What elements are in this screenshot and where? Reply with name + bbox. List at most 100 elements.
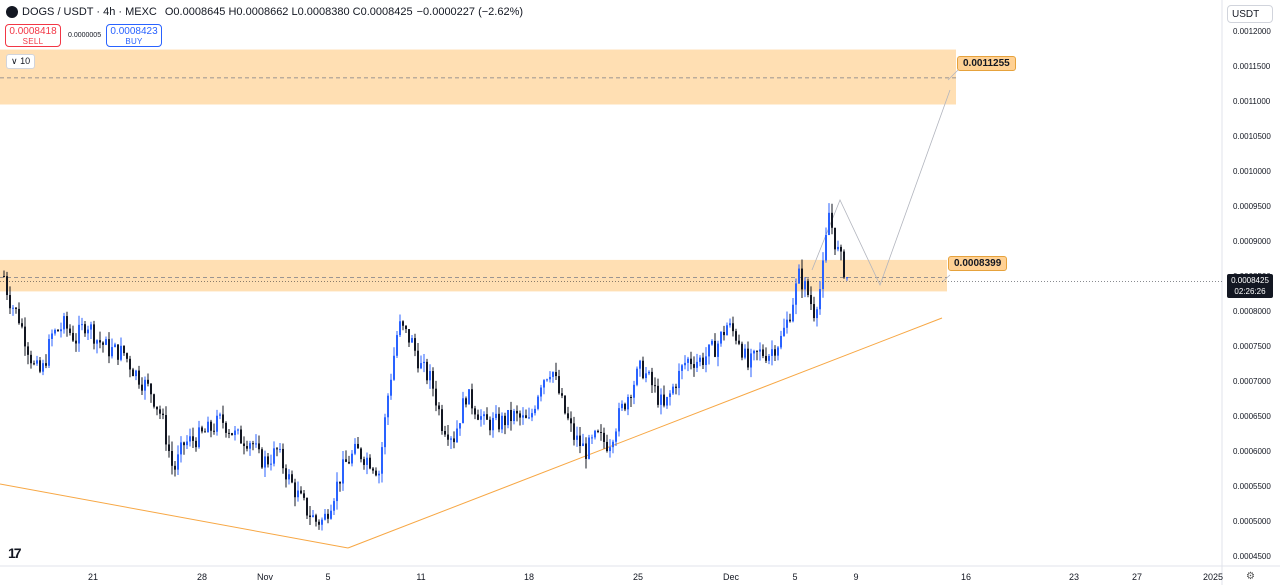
candle-body <box>33 363 35 365</box>
candle-body <box>618 408 620 432</box>
candle-body <box>519 413 521 418</box>
candle-body <box>342 459 344 484</box>
candle-body <box>660 394 662 405</box>
candle-body <box>630 396 632 398</box>
candle-body <box>210 421 212 431</box>
candle-body <box>51 333 53 339</box>
candle-body <box>240 429 242 444</box>
time-axis-label: 21 <box>88 572 98 582</box>
candle-body <box>402 321 404 326</box>
spread-value: 0.0000005 <box>68 32 102 39</box>
candle-body <box>801 268 803 290</box>
buy-button[interactable]: 0.0008423 BUY <box>106 24 162 47</box>
candle-body <box>846 277 848 279</box>
ohlc-values: O0.0008645 H0.0008662 L0.0008380 C0.0008… <box>164 6 413 18</box>
candle-body <box>366 457 368 465</box>
time-axis-label: 11 <box>416 572 425 582</box>
candle-body <box>99 340 101 343</box>
price-axis-label: 0.0007500 <box>1233 342 1271 351</box>
candle-body <box>60 329 62 332</box>
candle-body <box>639 360 641 369</box>
candle-body <box>291 474 293 483</box>
buy-price: 0.0008423 <box>110 26 158 37</box>
candle-body <box>177 454 179 470</box>
candle-body <box>735 331 737 341</box>
candle-body <box>426 361 428 381</box>
price-change: −0.0000227 (−2.62%) <box>416 6 524 18</box>
candle-body <box>21 323 23 327</box>
candle-body <box>435 388 437 406</box>
target-price-label[interactable]: 0.0011255 <box>957 56 1016 71</box>
time-axis-label: 23 <box>1069 572 1079 582</box>
candle-body <box>831 212 833 228</box>
candle-body <box>510 409 512 422</box>
candle-body <box>114 344 116 348</box>
candle-body <box>711 340 713 345</box>
sell-button[interactable]: 0.0008418 SELL <box>5 24 61 47</box>
candle-body <box>339 481 341 484</box>
price-axis-label: 0.0011500 <box>1233 62 1271 71</box>
candle-body <box>738 340 740 344</box>
currency-select[interactable]: USDT <box>1227 5 1273 23</box>
candle-body <box>552 372 554 377</box>
candle-body <box>468 389 470 405</box>
candle-body <box>261 449 263 468</box>
candle-body <box>774 349 776 356</box>
candle-body <box>690 358 692 365</box>
symbol-title[interactable]: DOGS / USDT · 4h · MEXC <box>22 6 157 18</box>
candle-body <box>378 473 380 476</box>
candle-body <box>192 436 194 441</box>
candle-body <box>354 443 356 454</box>
candle-body <box>267 456 269 465</box>
candle-body <box>750 353 752 368</box>
support-price-label[interactable]: 0.0008399 <box>948 256 1008 271</box>
candle-body <box>417 350 419 369</box>
candle-body <box>84 324 86 334</box>
trend-line-ascending <box>347 317 943 549</box>
price-axis-label: 0.0006000 <box>1233 447 1271 456</box>
candle-body <box>642 360 644 379</box>
candle-body <box>645 373 647 379</box>
candle-body <box>447 434 449 440</box>
candle-body <box>156 406 158 410</box>
candle-body <box>609 447 611 452</box>
candle-body <box>696 361 698 368</box>
candle-body <box>333 501 335 511</box>
candle-body <box>117 344 119 360</box>
candle-body <box>249 443 251 449</box>
candle-body <box>237 429 239 431</box>
candle-body <box>306 497 308 516</box>
candle-body <box>717 343 719 357</box>
time-axis-label: 18 <box>524 572 534 582</box>
label-connector-1 <box>941 274 951 283</box>
candle-body <box>9 295 11 309</box>
candle-body <box>273 448 275 464</box>
candle-body <box>24 326 26 347</box>
candle-body <box>45 363 47 366</box>
candle-body <box>297 490 299 498</box>
settings-gear-icon[interactable]: ⚙ <box>1246 571 1255 582</box>
candle-body <box>588 437 590 459</box>
time-axis-label: 25 <box>633 572 643 582</box>
indicator-toggle[interactable]: ∨ 10 <box>6 54 36 69</box>
candle-body <box>648 371 650 374</box>
candle-body <box>759 349 761 352</box>
candle-body <box>705 356 707 366</box>
sell-price: 0.0008418 <box>9 26 57 37</box>
candle-body <box>429 371 431 381</box>
candle-body <box>561 393 563 396</box>
tradingview-logo-icon[interactable]: 17 <box>8 545 22 561</box>
candle-body <box>414 338 416 351</box>
candle-body <box>96 340 98 344</box>
candle-body <box>516 410 518 414</box>
candle-body <box>288 474 290 480</box>
indicator-count: 10 <box>20 56 31 66</box>
candle-body <box>720 331 722 344</box>
candle-body <box>171 451 173 466</box>
candle-body <box>480 416 482 420</box>
current-price-tag: 0.0008425 02:26:26 <box>1227 274 1273 298</box>
time-axis-label: 2025 <box>1203 572 1223 582</box>
candle-body <box>582 443 584 447</box>
candle-body <box>540 387 542 397</box>
